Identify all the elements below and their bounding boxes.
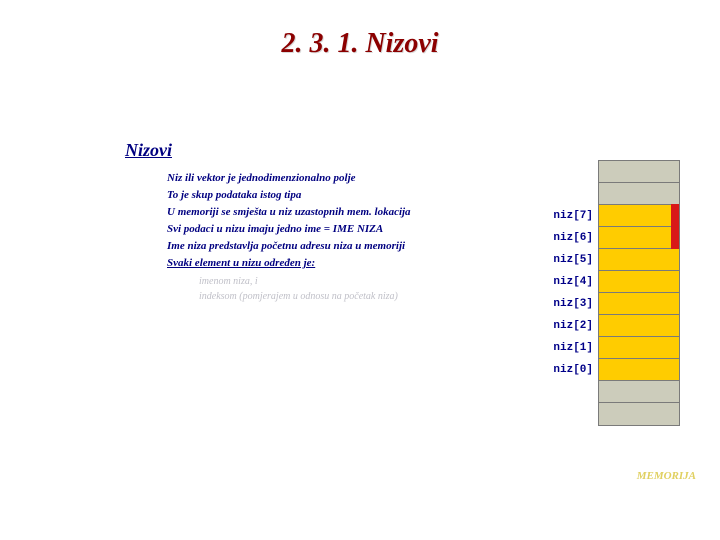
memory-redbar — [671, 204, 679, 227]
memory-cell-label: niz[2] — [553, 320, 593, 332]
sub-bullet-list: imenom niza, iindeksom (pomjerajem u odn… — [167, 274, 411, 304]
memory-redbar — [671, 226, 679, 249]
section-subtitle: Nizovi — [125, 140, 172, 161]
memory-cell: niz[4] — [599, 271, 679, 293]
memory-cell: niz[2] — [599, 315, 679, 337]
memory-cell: niz[0] — [599, 359, 679, 381]
memory-cell — [599, 161, 679, 183]
bullet-item: Niz ili vektor je jednodimenzionalno pol… — [165, 170, 411, 187]
sub-bullet-item: imenom niza, i — [197, 274, 411, 289]
bullet-item: To je skup podataka istog tipa — [165, 187, 411, 204]
slide-title: 2. 3. 1. Nizovi — [0, 0, 720, 60]
memory-cell-label: niz[0] — [553, 364, 593, 376]
memory-cell: niz[5] — [599, 249, 679, 271]
memory-cell: niz[1] — [599, 337, 679, 359]
memory-cell-label: niz[1] — [553, 342, 593, 354]
bullet-item: U memoriji se smješta u niz uzastopnih m… — [165, 204, 411, 221]
memory-cell — [599, 381, 679, 403]
memory-diagram: niz[7]niz[6]niz[5]niz[4]niz[3]niz[2]niz[… — [598, 160, 680, 426]
memory-cell: niz[6] — [599, 227, 679, 249]
memory-cell-label: niz[4] — [553, 276, 593, 288]
memory-cell-label: niz[5] — [553, 254, 593, 266]
memory-caption: MEMORIJA — [637, 470, 696, 482]
bullet-item: Ime niza predstavlja početnu adresu niza… — [165, 238, 411, 255]
memory-cell: niz[7] — [599, 205, 679, 227]
bullet-text: Svaki element u nizu određen je: — [167, 257, 315, 269]
sub-bullet-item: indeksom (pomjerajem u odnosu na početak… — [197, 289, 411, 304]
memory-cell-label: niz[3] — [553, 298, 593, 310]
memory-cell-label: niz[6] — [553, 232, 593, 244]
bullet-item: Svaki element u nizu određen je: imenom n… — [165, 255, 411, 304]
memory-cell — [599, 403, 679, 425]
memory-cell — [599, 183, 679, 205]
memory-cell: niz[3] — [599, 293, 679, 315]
bullet-item: Svi podaci u nizu imaju jedno ime = IME … — [165, 221, 411, 238]
memory-cell-label: niz[7] — [553, 210, 593, 222]
bullet-list: Niz ili vektor je jednodimenzionalno pol… — [165, 170, 411, 304]
